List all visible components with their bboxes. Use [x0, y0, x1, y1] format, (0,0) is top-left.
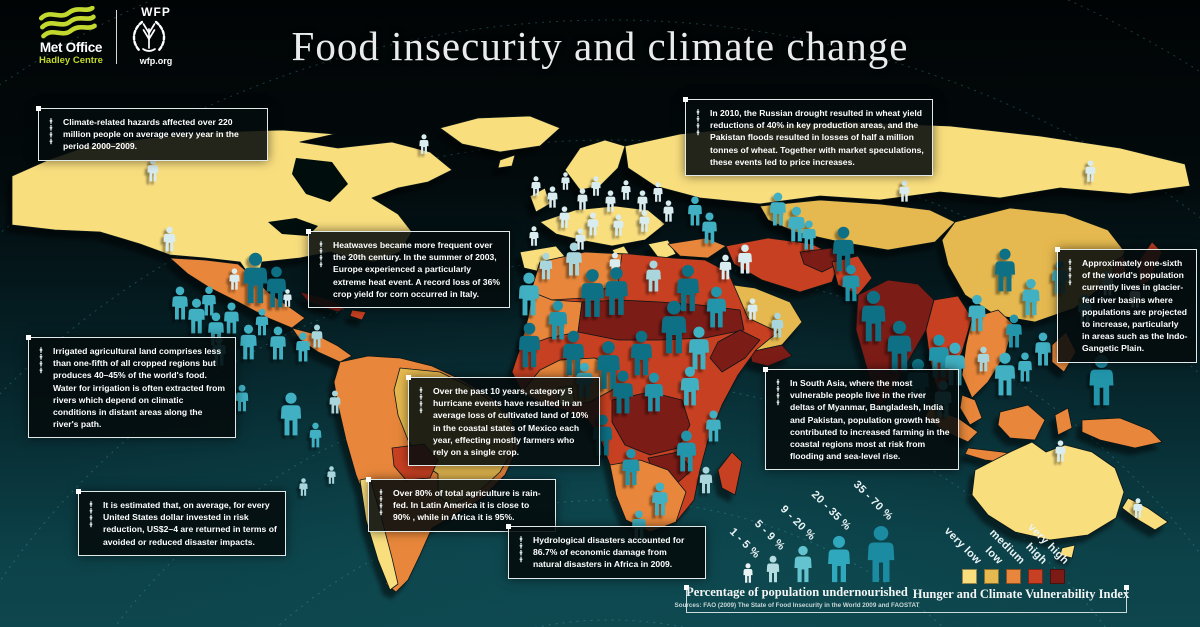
person-figure [235, 384, 249, 412]
undernourished-legend-caption: Percentage of population undernourished [686, 585, 908, 599]
person-figure [270, 326, 286, 360]
region-hispaniola [349, 309, 367, 321]
people-column-icon [49, 118, 53, 145]
callout-text: In 2010, the Russian drought resulted in… [710, 108, 924, 167]
great-lakes [268, 218, 318, 236]
header: Met Office Hadley Centre WFP wfp.org Foo… [0, 0, 1200, 80]
callout-irrigated-land: Irrigated agricultural land comprises le… [26, 334, 236, 439]
region-iceland [497, 154, 516, 169]
callout-hydrological-disasters: Hydrological disasters accounted for 86.… [506, 524, 706, 579]
people-column-icon [776, 379, 780, 406]
region-malay-peninsula [959, 394, 983, 426]
legend-figure-4 [828, 535, 850, 583]
person-figure [529, 226, 539, 246]
wfp-logo: WFP wfp.org [128, 5, 184, 66]
legend-figure-2 [766, 555, 780, 583]
hudson-bay [292, 158, 348, 202]
met-office-name: Met Office [39, 40, 103, 55]
callout-russian-drought: In 2010, the Russian drought resulted in… [683, 96, 933, 177]
legend-bracket-line [684, 585, 1129, 613]
callout-text: Over 80% of total agriculture is rain-fe… [393, 488, 541, 523]
person-figure [577, 188, 588, 210]
person-figure [699, 466, 713, 494]
region-pakistan [831, 255, 873, 296]
callout-hurricanes-mexico: Over the past 10 years, category 5 hurri… [406, 374, 600, 467]
region-greenland [439, 115, 561, 153]
region-western-europe [539, 205, 666, 247]
wfp-emblem-icon [132, 20, 166, 52]
callout-climate-hazards: Climate-related hazards affected over 22… [36, 106, 268, 161]
callout-text: Heatwaves became more frequent over the … [333, 240, 501, 299]
person-figure [299, 478, 308, 496]
person-figure [327, 466, 336, 484]
person-figure [637, 190, 648, 212]
index-swatch-very-high [1050, 569, 1065, 584]
people-column-icon [379, 489, 383, 516]
person-figure [280, 392, 302, 436]
wfp-name: WFP [141, 5, 171, 19]
region-uk [529, 187, 551, 213]
met-office-logo: Met Office Hadley Centre [36, 6, 106, 66]
region-turkey [667, 237, 727, 259]
met-office-subtitle: Hadley Centre [39, 55, 103, 66]
callout-heatwaves: Heatwaves became more frequent over the … [306, 228, 510, 309]
index-swatch-low [984, 569, 999, 584]
person-figure [224, 302, 239, 334]
callout-text: Climate-related hazards affected over 22… [63, 117, 239, 152]
source-note: Sources: FAO (2009) The State of Food In… [674, 602, 920, 609]
callout-glacier-fed-basins: Approximately one-sixth of the world's p… [1055, 247, 1197, 363]
index-swatch-very-low [962, 569, 977, 584]
person-figure [1018, 352, 1032, 382]
people-column-icon [419, 387, 423, 414]
callout-text: Over the past 10 years, category 5 hurri… [433, 386, 589, 458]
page-title: Food insecurity and climate change [291, 23, 909, 69]
vulnerability-index-caption: Hunger and Climate Vulnerability Index [912, 587, 1130, 601]
callout-text: Hydrological disasters accounted for 86.… [533, 535, 685, 570]
people-column-icon [1068, 259, 1072, 286]
person-figure [202, 286, 216, 316]
region-central-asia [759, 199, 956, 251]
person-figure [621, 180, 631, 200]
callout-rain-fed: Over 80% of total agriculture is rain-fe… [366, 477, 556, 532]
region-new-guinea [1081, 417, 1163, 449]
callout-south-asia-deltas: In South Asia, where the most vulnerable… [763, 366, 959, 471]
people-column-icon [319, 241, 323, 268]
region-madagascar [717, 451, 743, 496]
callout-risk-investment: It is estimated that, on average, for ev… [76, 489, 286, 556]
logo-divider [116, 10, 117, 64]
person-figure [688, 196, 702, 226]
legend-figure-5 [867, 525, 895, 583]
callout-text: Irrigated agricultural land comprises le… [53, 346, 226, 430]
people-column-icon [89, 501, 93, 528]
callout-text: In South Asia, where the most vulnerable… [790, 378, 950, 462]
region-australia [971, 441, 1125, 541]
region-new-zealand [1121, 497, 1169, 531]
region-afghanistan [799, 247, 843, 273]
callout-text: Approximately one-sixth of the world's p… [1082, 258, 1188, 354]
met-office-waves-icon [38, 6, 97, 39]
people-column-icon [696, 109, 700, 136]
region-sulawesi [1054, 407, 1073, 436]
legend-figure-1 [743, 563, 753, 583]
region-yemen [749, 344, 793, 367]
wfp-url: wfp.org [139, 56, 173, 66]
region-indochina [961, 309, 1015, 399]
index-swatch-medium [1006, 569, 1021, 584]
person-figure [663, 200, 674, 222]
people-column-icon [39, 347, 43, 374]
legend-figure-3 [794, 545, 812, 583]
person-figure [1035, 332, 1051, 366]
region-tasmania [1059, 544, 1076, 559]
index-swatch-high [1028, 569, 1043, 584]
region-horn-of-africa [709, 329, 761, 373]
callout-text: It is estimated that, on average, for ev… [103, 500, 277, 547]
region-borneo [997, 404, 1046, 441]
person-figure [172, 286, 188, 320]
person-figure [309, 422, 322, 448]
people-column-icon [519, 536, 523, 563]
